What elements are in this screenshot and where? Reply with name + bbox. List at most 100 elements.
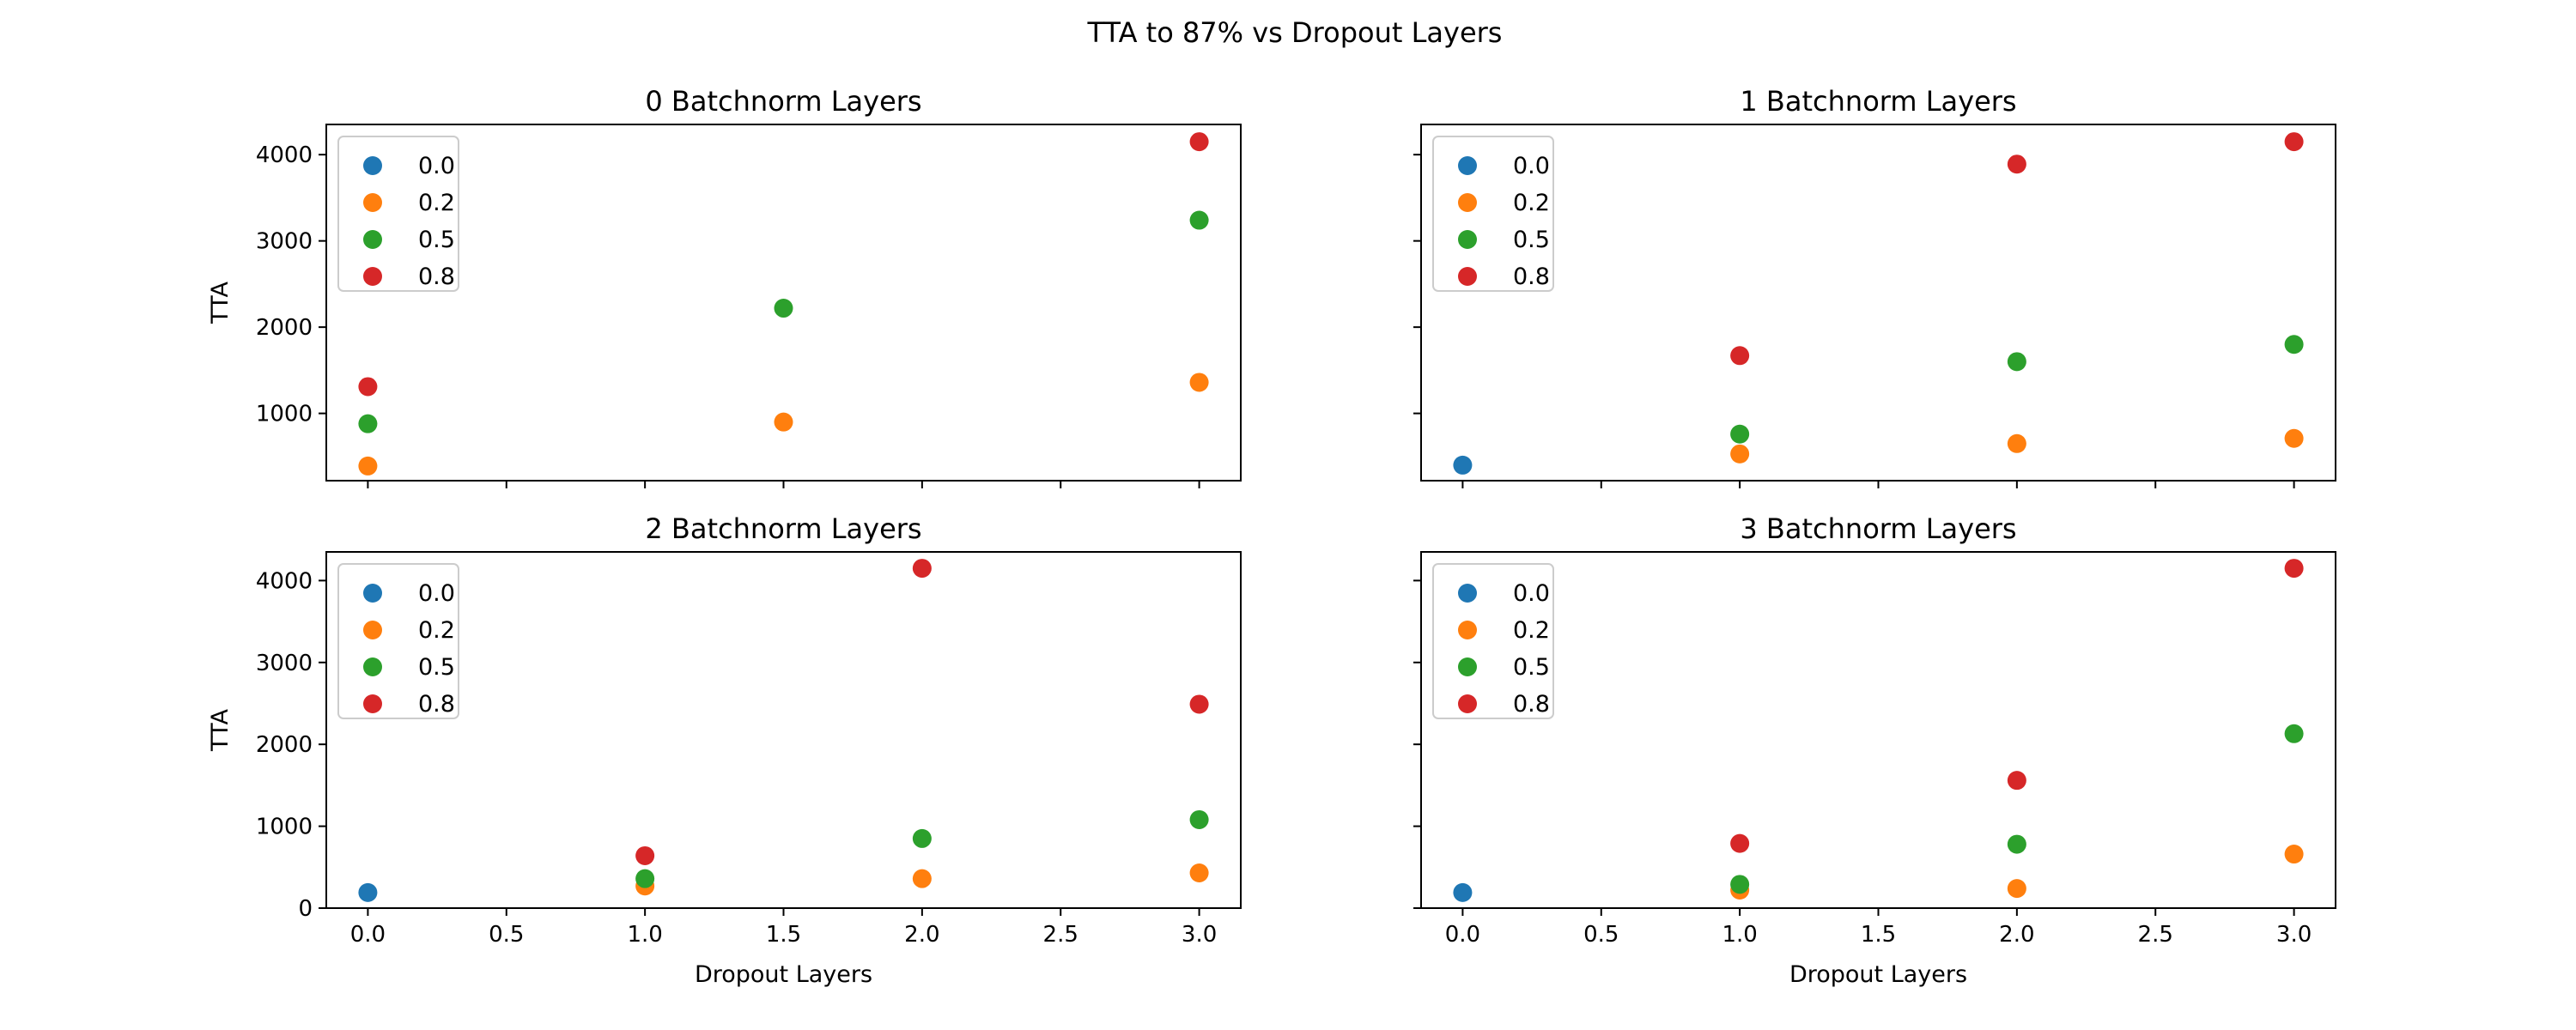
- y-axis-label: TTA: [207, 709, 234, 752]
- legend-label: 0.0: [1513, 153, 1550, 179]
- data-point: [2007, 352, 2026, 372]
- subplot-3: 3 Batchnorm Layers 0.0 0.5 1.0 1.5 2.0 2.5 3.0 D…: [1413, 512, 2336, 988]
- series-0-5: [635, 809, 1209, 888]
- data-point: [1730, 875, 1750, 894]
- data-point: [1189, 132, 1209, 152]
- x-tick-label: 0.5: [489, 922, 524, 948]
- data-point: [2007, 433, 2026, 453]
- legend[interactable]: 0.0 0.2 0.5 0.8: [1432, 563, 1554, 719]
- y-tick-label: 3000: [256, 229, 313, 255]
- data-point: [2284, 428, 2304, 448]
- data-point: [1730, 424, 1750, 444]
- series-0-0: [1453, 882, 1473, 902]
- series-0-2: [358, 373, 1209, 476]
- legend[interactable]: 0.0 0.2 0.5 0.8: [337, 136, 459, 292]
- data-point: [1453, 882, 1473, 902]
- series-0-0: [1453, 455, 1473, 475]
- series-0-5: [358, 210, 1209, 433]
- data-point: [358, 456, 378, 476]
- x-tick-label: 2.5: [1043, 922, 1078, 948]
- legend-marker: [363, 621, 382, 639]
- legend-marker: [1458, 584, 1477, 603]
- legend-box: [1432, 136, 1554, 292]
- data-point: [1189, 210, 1209, 230]
- data-point: [2007, 771, 2026, 791]
- data-point: [2007, 834, 2026, 854]
- legend-box: [337, 563, 459, 719]
- x-tick-label: 0.0: [1445, 922, 1480, 948]
- subplot-0: 0 Batchnorm Layers 1000 2000 3000 4000 TTA 0.0…: [207, 85, 1242, 488]
- data-point: [1453, 455, 1473, 475]
- series-0-5: [1730, 724, 2304, 894]
- y-tick-label: 1000: [256, 815, 313, 840]
- data-point: [1730, 444, 1750, 464]
- legend-marker: [1458, 694, 1477, 713]
- legend-marker: [1458, 230, 1477, 249]
- legend-label: 0.0: [418, 153, 455, 179]
- subplot-title: 0 Batchnorm Layers: [645, 85, 921, 118]
- x-tick-label: 2.5: [2138, 922, 2173, 948]
- x-tick-label: 1.5: [1861, 922, 1896, 948]
- subplot-title: 1 Batchnorm Layers: [1740, 85, 2016, 118]
- data-point: [635, 845, 655, 865]
- legend[interactable]: 0.0 0.2 0.5 0.8: [1432, 136, 1554, 292]
- legend-label: 0.2: [418, 190, 455, 216]
- y-tick-label: 2000: [256, 732, 313, 758]
- data-point: [1189, 863, 1209, 882]
- data-point: [2007, 154, 2026, 174]
- legend-box: [1432, 563, 1554, 719]
- x-tick-label: 2.0: [1999, 922, 2034, 948]
- series-0-8: [358, 132, 1209, 397]
- data-point: [774, 299, 793, 318]
- y-tick-label: 0: [298, 896, 313, 922]
- y-tick-label: 1000: [256, 402, 313, 427]
- data-point: [2284, 845, 2304, 864]
- data-point: [2284, 559, 2304, 579]
- legend-label: 0.0: [418, 580, 455, 607]
- legend-marker: [1458, 193, 1477, 212]
- data-point: [1730, 346, 1750, 366]
- legend-marker: [363, 230, 382, 249]
- data-point: [2007, 879, 2026, 899]
- y-tick-label: 4000: [256, 568, 313, 594]
- subplot-title: 3 Batchnorm Layers: [1740, 512, 2016, 545]
- x-tick-label: 1.0: [627, 922, 662, 948]
- legend-marker: [363, 193, 382, 212]
- data-point: [1189, 373, 1209, 392]
- x-tick-label: 1.0: [1722, 922, 1757, 948]
- x-tick-label: 3.0: [1182, 922, 1217, 948]
- legend-box: [337, 136, 459, 292]
- data-point: [2284, 132, 2304, 152]
- legend-label: 0.8: [418, 691, 455, 718]
- legend-label: 0.5: [418, 654, 455, 681]
- legend-marker: [1458, 156, 1477, 175]
- legend-marker: [363, 584, 382, 603]
- legend-label: 0.2: [418, 617, 455, 644]
- x-tick-label: 0.5: [1583, 922, 1619, 948]
- y-tick-label: 4000: [256, 142, 313, 168]
- legend-label: 0.8: [1513, 691, 1550, 718]
- legend-marker: [1458, 621, 1477, 639]
- data-point: [2284, 335, 2304, 354]
- x-tick-label: 0.0: [350, 922, 386, 948]
- legend-label: 0.0: [1513, 580, 1550, 607]
- data-point: [358, 377, 378, 397]
- legend-marker: [363, 267, 382, 286]
- data-point: [358, 414, 378, 433]
- legend[interactable]: 0.0 0.2 0.5 0.8: [337, 563, 459, 719]
- subplot-2: 2 Batchnorm Layers 0.0 0.5 1.0 1.5 2.0 2.5 3.0 0…: [207, 512, 1242, 988]
- y-axis-label: TTA: [207, 282, 234, 324]
- legend-marker: [1458, 657, 1477, 676]
- legend-label: 0.2: [1513, 190, 1550, 216]
- x-tick-label: 3.0: [2276, 922, 2312, 948]
- data-point: [774, 412, 793, 432]
- x-axis-label: Dropout Layers: [1789, 961, 1967, 988]
- x-tick-label: 2.0: [904, 922, 939, 948]
- subplot-title: 2 Batchnorm Layers: [645, 512, 921, 545]
- legend-label: 0.5: [1513, 227, 1550, 253]
- legend-marker: [363, 156, 382, 175]
- legend-marker: [1458, 267, 1477, 286]
- legend-marker: [363, 694, 382, 713]
- subplot-1: 1 Batchnorm Layers 0.0 0.2 0.5 0.8: [1413, 85, 2336, 488]
